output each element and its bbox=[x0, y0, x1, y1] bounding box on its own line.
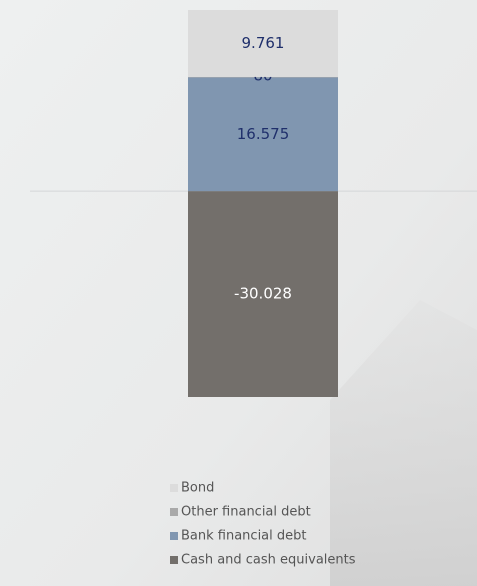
legend-swatch bbox=[170, 532, 178, 540]
legend-swatch bbox=[170, 556, 178, 564]
legend-label: Other financial debt bbox=[181, 505, 311, 520]
legend-swatch bbox=[170, 484, 178, 492]
value-label: 16.575 bbox=[237, 125, 290, 143]
value-label: 9.761 bbox=[242, 34, 285, 52]
legend-label: Cash and cash equivalents bbox=[181, 553, 356, 568]
chart: -30.02816.575809.761BondOther financial … bbox=[0, 0, 477, 586]
value-label: -30.028 bbox=[234, 285, 292, 303]
legend-swatch bbox=[170, 508, 178, 516]
legend-label: Bond bbox=[181, 481, 214, 496]
legend-label: Bank financial debt bbox=[181, 529, 307, 544]
